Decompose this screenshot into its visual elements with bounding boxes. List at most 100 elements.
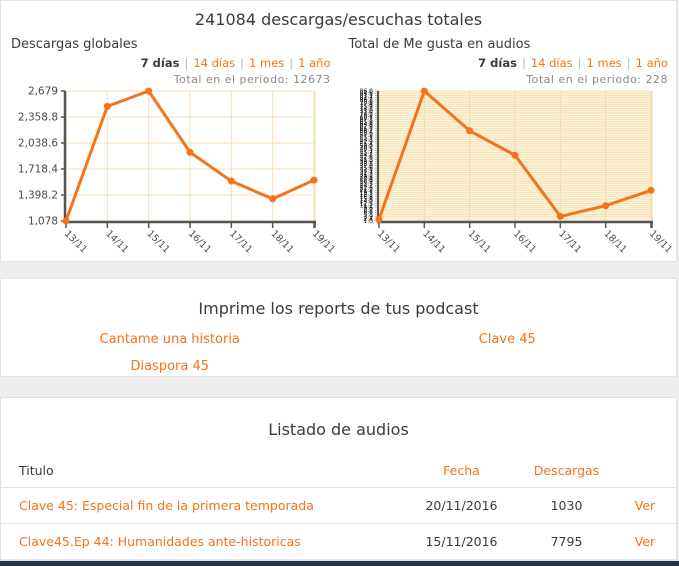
svg-text:55.7: 55.7 <box>359 134 373 141</box>
svg-text:39.9: 39.9 <box>359 159 373 166</box>
svg-text:1,078: 1,078 <box>28 216 58 228</box>
svg-text:86.0: 86.0 <box>359 88 373 95</box>
tab-7-dias[interactable]: 7 días <box>140 56 180 70</box>
svg-text:52.9: 52.9 <box>359 139 373 146</box>
svg-text:3.9: 3.9 <box>363 214 373 221</box>
tab-1-ano[interactable]: 1 año <box>622 56 668 70</box>
svg-text:84.6: 84.6 <box>359 90 373 97</box>
svg-text:25.5: 25.5 <box>359 181 373 188</box>
svg-text:14/11: 14/11 <box>103 228 130 255</box>
svg-text:64.4: 64.4 <box>359 121 373 128</box>
stats-card: 241084 descargas/escuchas totales Descar… <box>0 0 677 262</box>
svg-text:19/11: 19/11 <box>310 228 337 255</box>
svg-text:35.6: 35.6 <box>359 165 373 172</box>
svg-text:1.0: 1.0 <box>363 218 373 225</box>
svg-text:15/11: 15/11 <box>465 228 492 255</box>
svg-text:74.5: 74.5 <box>359 106 373 113</box>
audio-title-link[interactable]: Clave45.Ep 44: Humanidades ante-historic… <box>19 534 301 549</box>
svg-text:81.7: 81.7 <box>359 95 373 102</box>
report-link-clave-45[interactable]: Clave 45 <box>478 332 536 347</box>
reports-title: Imprime los reports de tus podcast <box>198 299 479 318</box>
tab-1-mes[interactable]: 1 mes <box>573 56 622 70</box>
svg-text:13/11: 13/11 <box>62 228 89 255</box>
tab-1-ano[interactable]: 1 año <box>284 56 330 70</box>
svg-text:18/11: 18/11 <box>601 228 628 255</box>
svg-text:2,038.6: 2,038.6 <box>18 138 58 150</box>
svg-text:22.6: 22.6 <box>359 185 373 192</box>
svg-text:16.8: 16.8 <box>359 194 373 201</box>
tab-14-dias[interactable]: 14 días <box>179 56 235 70</box>
svg-text:16/11: 16/11 <box>510 228 537 255</box>
svg-text:24.1: 24.1 <box>359 183 373 190</box>
svg-text:26.9: 26.9 <box>359 178 373 185</box>
footer-bar <box>0 561 679 566</box>
svg-text:6.8: 6.8 <box>363 209 373 216</box>
reports-links: Cantame una historia Clave 45 Diaspora 4… <box>1 332 676 374</box>
downloads-range-tabs: 7 días14 días1 mes1 año <box>9 56 335 70</box>
audio-date: 20/11/2016 <box>404 487 519 524</box>
svg-text:31.3: 31.3 <box>359 172 373 179</box>
svg-text:48.5: 48.5 <box>359 145 373 152</box>
report-link-diaspora-45[interactable]: Diaspora 45 <box>130 359 210 374</box>
svg-text:42.8: 42.8 <box>359 154 373 161</box>
likes-range-tabs: 7 días14 días1 mes1 año <box>347 56 673 70</box>
column-header-descargas[interactable]: Descargas <box>519 455 614 488</box>
svg-text:80.2: 80.2 <box>359 97 373 104</box>
svg-text:2.4: 2.4 <box>363 216 373 223</box>
svg-text:73.0: 73.0 <box>359 108 373 115</box>
svg-text:9.6: 9.6 <box>363 205 373 212</box>
likes-period-total: Total en el periodo: 228 <box>526 73 668 86</box>
svg-text:18/11: 18/11 <box>269 228 296 255</box>
svg-text:61.5: 61.5 <box>359 125 373 132</box>
report-link-cantame-una-historia[interactable]: Cantame una historia <box>99 332 240 347</box>
svg-text:1,718.4: 1,718.4 <box>18 164 58 176</box>
svg-text:5.3: 5.3 <box>363 211 373 218</box>
svg-text:60.1: 60.1 <box>359 128 373 135</box>
svg-text:77.4: 77.4 <box>359 101 373 108</box>
table-row: Clave 45: Especial fin de la primera tem… <box>1 487 676 524</box>
column-header-fecha[interactable]: Fecha <box>404 455 519 488</box>
svg-text:19/11: 19/11 <box>646 228 673 255</box>
svg-text:14/11: 14/11 <box>420 228 447 255</box>
tab-1-mes[interactable]: 1 mes <box>235 56 284 70</box>
tab-14-dias[interactable]: 14 días <box>517 56 573 70</box>
likes-line-chart: 86.084.683.181.780.278.877.475.974.573.0… <box>359 87 674 255</box>
svg-text:54.3: 54.3 <box>359 136 373 143</box>
downloads-chart-panel: Descargas globales 7 días14 días1 mes1 a… <box>1 35 339 255</box>
downloads-period-total: Total en el periodo: 12673 <box>173 73 331 86</box>
svg-text:75.9: 75.9 <box>359 103 373 110</box>
svg-text:16/11: 16/11 <box>186 228 213 255</box>
svg-text:17/11: 17/11 <box>227 228 254 255</box>
svg-text:12.5: 12.5 <box>359 200 373 207</box>
svg-text:62.9: 62.9 <box>359 123 373 130</box>
downloads-chart-title: Descargas globales <box>11 37 138 52</box>
ver-link[interactable]: Ver <box>634 534 656 549</box>
svg-text:15.4: 15.4 <box>359 196 373 203</box>
column-header-titulo: Titulo <box>1 455 404 488</box>
column-header-spacer <box>614 455 676 488</box>
table-row: Clave45.Ep 44: Humanidades ante-historic… <box>1 523 676 560</box>
charts-row: Descargas globales 7 días14 días1 mes1 a… <box>1 35 676 255</box>
svg-text:34.1: 34.1 <box>359 167 373 174</box>
svg-text:17/11: 17/11 <box>556 228 583 255</box>
audios-card: Listado de audios Titulo Fecha Descargas… <box>0 397 677 566</box>
audio-date: 15/11/2016 <box>404 523 519 560</box>
audio-title-link[interactable]: Clave 45: Especial fin de la primera tem… <box>19 498 314 513</box>
audio-downloads: 1030 <box>519 487 614 524</box>
svg-text:71.6: 71.6 <box>359 110 373 117</box>
svg-text:2,679: 2,679 <box>28 86 58 98</box>
svg-text:47.1: 47.1 <box>359 147 373 154</box>
svg-text:58.6: 58.6 <box>359 130 373 137</box>
svg-text:18.3: 18.3 <box>359 192 373 199</box>
svg-text:32.7: 32.7 <box>359 170 373 177</box>
svg-text:57.2: 57.2 <box>359 132 373 139</box>
svg-text:14.0: 14.0 <box>359 198 373 205</box>
svg-text:70.2: 70.2 <box>359 112 373 119</box>
ver-link[interactable]: Ver <box>634 498 656 513</box>
svg-text:15/11: 15/11 <box>145 228 172 255</box>
svg-text:83.1: 83.1 <box>359 92 373 99</box>
tab-7-dias[interactable]: 7 días <box>478 56 517 70</box>
svg-text:37.0: 37.0 <box>359 163 373 170</box>
svg-text:65.8: 65.8 <box>359 119 373 126</box>
svg-text:38.5: 38.5 <box>359 161 373 168</box>
